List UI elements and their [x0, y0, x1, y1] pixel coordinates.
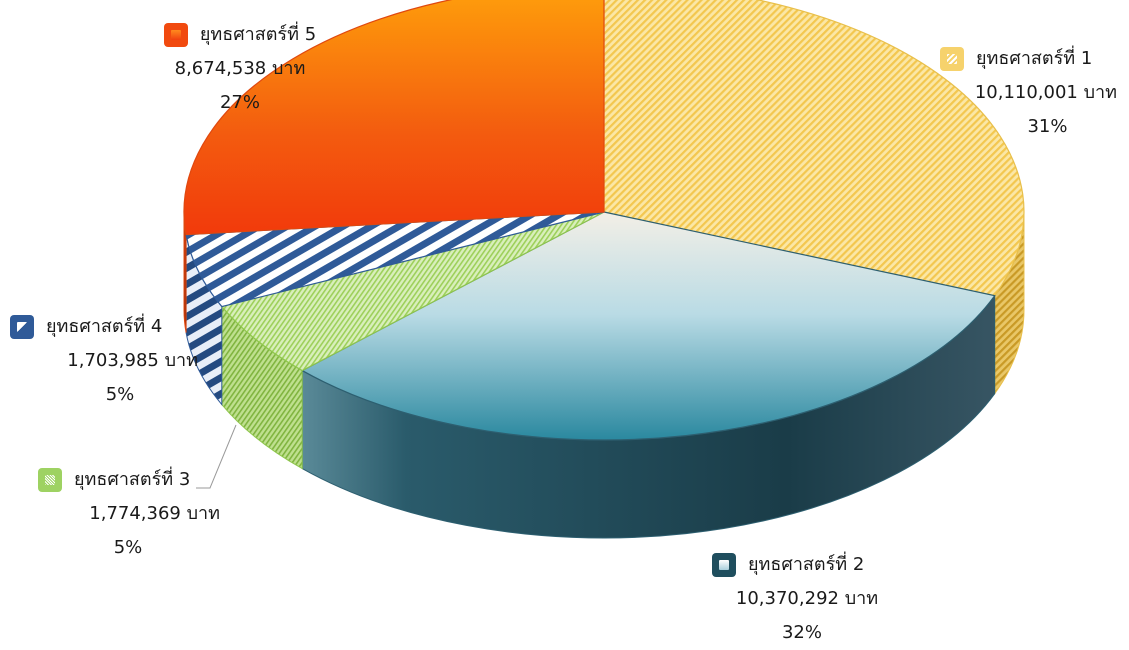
legend-swatch-4	[10, 315, 34, 339]
label-slice-2: ยุทธศาสตร์ที่ 2 10,370,292 บาท 32%	[712, 548, 922, 650]
pie-slice-3[interactable]	[220, 211, 605, 372]
label-percent-1: 31%	[1027, 116, 1068, 137]
label-slice-5: ยุทธศาสตร์ที่ 5 8,674,538 บาท 27%	[130, 18, 350, 120]
label-percent-4: 5%	[105, 384, 135, 405]
pie-slice-4[interactable]	[185, 211, 605, 308]
leader-line-slice-3	[196, 424, 237, 489]
label-percent-5: 27%	[219, 92, 260, 113]
label-value-2: 10,370,292 บาท	[735, 588, 879, 609]
label-name-5: ยุทธศาสตร์ที่ 5	[199, 24, 317, 45]
label-value-3: 1,774,369 บาท	[89, 503, 220, 524]
label-name-2: ยุทธศาสตร์ที่ 2	[748, 554, 865, 575]
legend-swatch-5	[163, 23, 188, 47]
label-slice-4: ยุทธศาสตร์ที่ 4 1,703,985 บาท 5%	[10, 310, 210, 412]
legend-swatch-3	[38, 468, 62, 492]
legend-swatch-1	[940, 47, 964, 71]
label-name-3: ยุทธศาสตร์ที่ 3	[74, 469, 191, 490]
label-slice-3: ยุทธศาสตร์ที่ 3 1,774,369 บาท 5%	[38, 463, 238, 565]
label-percent-3: 5%	[113, 537, 143, 558]
label-slice-1: ยุทธศาสตร์ที่ 1 10,110,001 บาท 31%	[930, 42, 1125, 144]
pie-slice-2[interactable]	[300, 211, 996, 441]
legend-swatch-2	[712, 553, 736, 577]
label-value-5: 8,674,538 บาท	[174, 58, 306, 79]
label-value-1: 10,110,001 บาท	[974, 82, 1117, 103]
pie-slice-1[interactable]	[603, 0, 1025, 297]
label-name-1: ยุทธศาสตร์ที่ 1	[976, 48, 1093, 69]
label-value-4: 1,703,985 บาท	[67, 350, 198, 371]
pie-slice-5[interactable]	[183, 0, 605, 236]
label-name-4: ยุทธศาสตร์ที่ 4	[46, 316, 163, 337]
label-percent-2: 32%	[781, 622, 822, 643]
